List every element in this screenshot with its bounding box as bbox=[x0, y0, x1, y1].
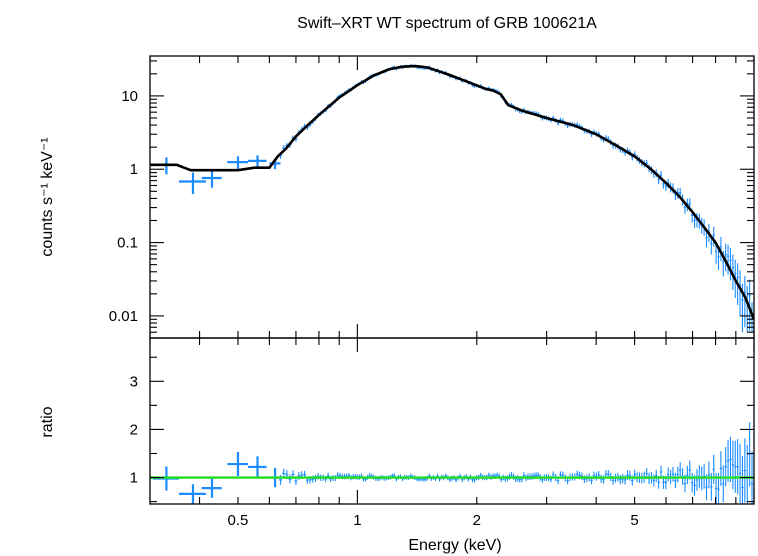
ratio-data-bin bbox=[743, 438, 747, 503]
spectrum-data-bin bbox=[746, 285, 749, 333]
chart-title: Swift–XRT WT spectrum of GRB 100621A bbox=[297, 15, 597, 32]
spectrum-data-bin bbox=[729, 247, 732, 281]
ratio-data-bin bbox=[695, 469, 699, 491]
spectrum-data-point bbox=[227, 156, 249, 170]
ratio-data-bin bbox=[750, 451, 754, 504]
spectrum-y-axis-label: counts s⁻¹ keV⁻¹ bbox=[39, 137, 56, 256]
y-tick-label: 0.01 bbox=[109, 308, 138, 325]
ratio-data-bin bbox=[726, 439, 730, 483]
ratio-data-bin bbox=[628, 470, 632, 481]
spectrum-panel-frame bbox=[149, 55, 755, 339]
spectrum-data-bin bbox=[717, 247, 720, 271]
ratio-data-bin bbox=[580, 472, 584, 481]
spectrum-data-bin bbox=[714, 242, 718, 264]
ratio-data-bin bbox=[686, 465, 689, 485]
ratio-data-layer bbox=[150, 422, 754, 504]
ratio-data-bin bbox=[705, 474, 708, 501]
y-tick-label: 1 bbox=[130, 161, 138, 178]
ratio-data-bin bbox=[748, 422, 751, 487]
spectrum-axes: 0.01 0.1 1 10 bbox=[109, 56, 755, 339]
ratio-data-bin bbox=[690, 472, 694, 493]
ratio-data-point bbox=[248, 456, 267, 478]
spectrum-data-bin bbox=[743, 276, 747, 328]
ratio-data-bin bbox=[731, 440, 735, 490]
ratio-data-bin bbox=[741, 456, 744, 504]
spectrum-data-bin bbox=[705, 230, 708, 248]
ratio-data-bin bbox=[676, 466, 679, 483]
ratio-data-bin bbox=[738, 443, 742, 503]
x-tick-label: 0.5 bbox=[228, 512, 249, 529]
ratio-data-bin bbox=[599, 474, 603, 483]
ratio-data-point bbox=[178, 484, 206, 504]
y-tick-label: 2 bbox=[130, 421, 138, 438]
spectrum-data-bin bbox=[726, 244, 730, 275]
ratio-data-bin bbox=[707, 461, 711, 489]
ratio-y-axis-label: ratio bbox=[39, 406, 56, 437]
model-curve bbox=[150, 64, 754, 320]
ratio-data-bin bbox=[666, 467, 670, 482]
spectrum-data-point bbox=[178, 172, 206, 194]
y-tick-label: 1 bbox=[130, 470, 138, 487]
ratio-data-point bbox=[201, 478, 222, 498]
y-tick-label: 3 bbox=[130, 373, 138, 390]
ratio-data-bin bbox=[671, 466, 675, 482]
ratio-data-bin bbox=[734, 440, 737, 493]
spectrum-data-point bbox=[201, 170, 222, 188]
spectrum-data-bin bbox=[712, 226, 715, 247]
ratio-data-bin bbox=[655, 469, 658, 483]
spectrum-data-bin bbox=[724, 243, 727, 272]
y-tick-label: 0.1 bbox=[117, 235, 138, 252]
ratio-data-bin bbox=[659, 465, 663, 479]
spectrum-data-point bbox=[248, 155, 267, 168]
ratio-data-bin bbox=[729, 436, 732, 483]
ratio-data-bin bbox=[288, 474, 292, 484]
ratio-axes: 0.5 1 2 5 1 2 3 bbox=[130, 338, 755, 529]
spectrum-data-layer bbox=[150, 63, 754, 333]
ratio-data-bin bbox=[722, 465, 725, 503]
ratio-data-point bbox=[227, 452, 249, 477]
ratio-data-bin bbox=[678, 462, 682, 479]
ratio-data-bin bbox=[712, 454, 715, 484]
x-tick-label: 1 bbox=[353, 512, 361, 529]
ratio-data-bin bbox=[724, 446, 727, 487]
y-tick-label: 10 bbox=[121, 88, 138, 105]
ratio-data-bin bbox=[736, 439, 739, 495]
ratio-data-bin bbox=[674, 472, 677, 489]
x-tick-label: 5 bbox=[630, 512, 638, 529]
ratio-data-bin bbox=[719, 451, 723, 486]
spectrum-data-bin bbox=[719, 236, 723, 262]
ratio-panel-frame bbox=[149, 337, 755, 505]
x-tick-label: 2 bbox=[473, 512, 481, 529]
ratio-data-bin bbox=[652, 474, 656, 487]
spectrum-data-bin bbox=[738, 270, 742, 316]
x-axis-label: Energy (keV) bbox=[408, 537, 501, 554]
